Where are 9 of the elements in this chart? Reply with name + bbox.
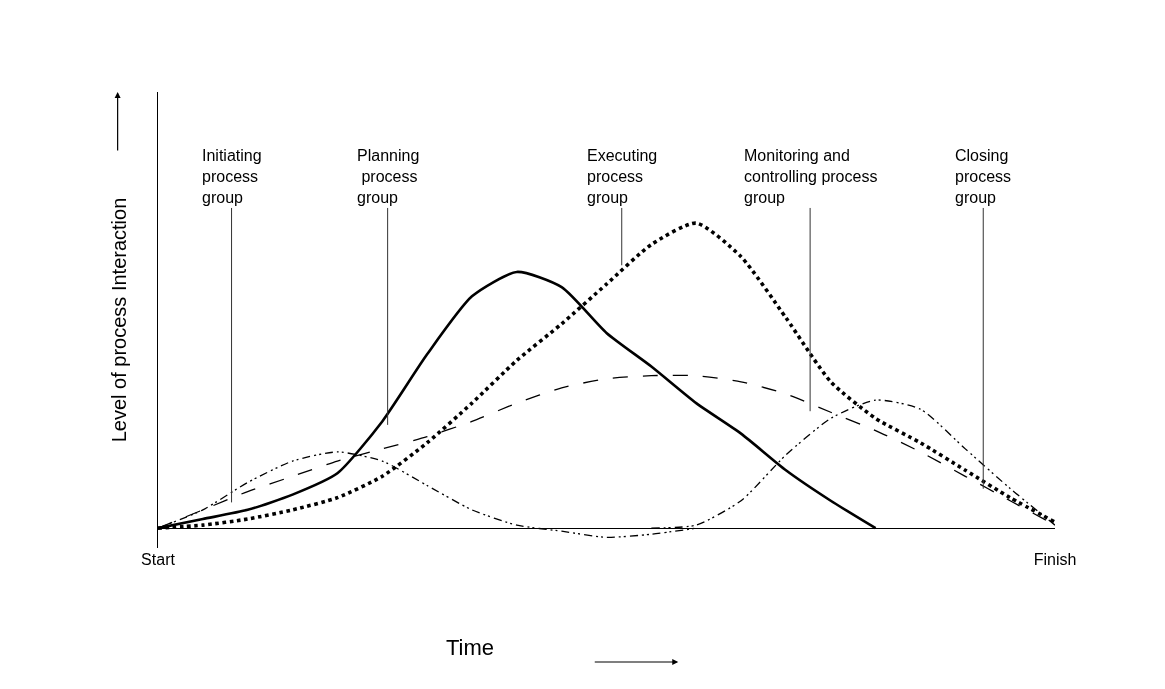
x-axis-title: Time: [446, 635, 495, 660]
text: Planning process group: [357, 147, 420, 206]
text: Monitoring and controlling process group: [744, 147, 878, 206]
y-axis-title: Level of process Interaction: [107, 197, 130, 443]
x-tick-label: Start: [141, 551, 176, 568]
text: Closing process group: [955, 147, 1012, 206]
x-tick-label: Finish: [1033, 551, 1077, 568]
text: Executing process group: [587, 147, 658, 206]
text: Initiating process group: [202, 147, 262, 206]
